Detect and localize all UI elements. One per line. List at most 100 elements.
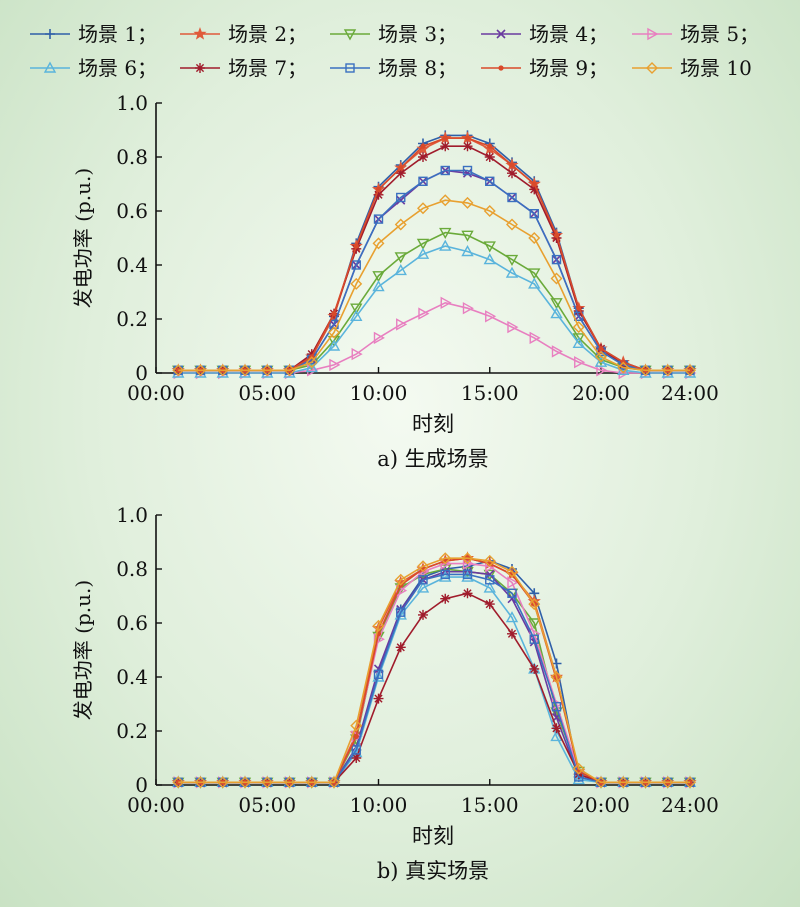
chart-a-series-6-point — [372, 280, 385, 292]
chart-a-ytick-label: 1.0 — [116, 91, 148, 115]
legend: 场景 1； 场景 2； 场景 3； 场景 4； 场景 5； 场景 6； 场景 7； 场景 8；… — [30, 22, 759, 80]
chart-b-series-10-point — [572, 762, 585, 775]
legend-label: 场景 7； — [228, 56, 307, 80]
chart-b-series-10-point — [661, 776, 674, 789]
chart-b-series-10-line — [178, 557, 690, 784]
chart-a-series-10-point — [528, 232, 541, 244]
legend-entry-6: 场景 6； — [30, 56, 157, 80]
chart-a-series-5-point — [351, 347, 363, 361]
chart-a-xtick-label: 24:00 — [661, 381, 719, 405]
chart-a-series-9-point — [331, 311, 337, 317]
legend-swatch-marker — [345, 63, 355, 73]
chart-a-series-10-point — [572, 321, 585, 334]
chart-b-xtick-label: 15:00 — [461, 793, 519, 817]
chart-b-series-10-point — [239, 776, 251, 789]
chart-a-series-6-line — [178, 245, 690, 374]
chart-a-series-8-point — [507, 192, 517, 203]
chart-b-series-5-point — [373, 633, 385, 646]
chart-b-series-10 — [172, 552, 696, 789]
legend-label: 场景 3； — [378, 22, 457, 46]
chart-a-xtick-label: 00:00 — [127, 381, 185, 405]
chart-b-series-5-point — [529, 627, 541, 640]
chart-b-series-4-line — [178, 570, 690, 784]
chart-b-series-3 — [172, 564, 697, 789]
chart-a-series-10-point — [305, 356, 318, 369]
chart-b-series-10-point — [639, 776, 652, 789]
chart-a-xtick-label: 05:00 — [238, 381, 296, 405]
chart-b-series-3-point — [528, 618, 541, 630]
chart-a-series-6-point — [594, 355, 608, 367]
chart-a-series-5-point — [529, 331, 541, 345]
chart-a-series-9-point — [576, 305, 582, 311]
chart-b-series-6-line — [178, 576, 690, 784]
chart-a-series-1 — [173, 130, 695, 376]
chart-a-series-3-point — [461, 230, 474, 242]
chart-b-series-7-point — [551, 723, 562, 734]
legend-entry-10: 场景 10 — [632, 56, 752, 80]
chart-a-series-8-point — [440, 165, 450, 176]
chart-a-series-10-point — [661, 364, 674, 377]
chart-a-series-10-point — [595, 350, 607, 363]
chart-b-series-8-point — [351, 745, 361, 755]
chart-b-series-8-point — [418, 575, 428, 585]
chart-b-series-10-point — [261, 776, 274, 789]
chart-b-series-6-point — [394, 608, 407, 620]
chart-a-series-7-point — [373, 189, 384, 200]
chart-a-ytick-label: 0 — [135, 361, 148, 385]
chart-a-series-3-point — [483, 241, 496, 253]
legend-entry-5: 场景 5； — [632, 22, 759, 46]
chart-a-series-7-point — [573, 305, 584, 316]
legend-entry-9: 场景 9； — [481, 56, 608, 80]
chart-a-series-5-point — [574, 356, 586, 369]
chart-a-series-10-point — [684, 364, 696, 377]
chart-b-series-4-point — [507, 594, 517, 604]
chart-b-series-8-point — [529, 634, 539, 644]
legend-label: 场景 5； — [680, 22, 759, 46]
chart-a-series-6-point — [439, 239, 452, 251]
chart-a-series-3-point — [572, 333, 585, 345]
chart-a-series-9-point — [553, 232, 560, 238]
chart-a-series-6-point — [550, 307, 563, 319]
chart-a-series-8-line — [178, 169, 690, 372]
chart-a-series-4-point — [396, 195, 406, 205]
chart-b-series-10-point — [283, 776, 296, 789]
chart-a-x-axis-label: 时刻 — [412, 412, 454, 436]
chart-a-series-10-point — [194, 364, 207, 377]
chart-a-series-3-point — [416, 238, 430, 250]
chart-a-series-6-point — [483, 253, 496, 265]
chart-b-series-2 — [171, 551, 697, 788]
chart-a-ytick-label: 0.4 — [116, 253, 148, 277]
legend-label: 场景 10 — [680, 56, 752, 80]
chart-b-series-5-point — [462, 557, 474, 570]
chart-a-series-7-point — [462, 141, 473, 152]
chart-a-series-10-point — [461, 196, 474, 209]
chart-b-series-10-point — [350, 719, 363, 732]
chart-b-series-8-point — [507, 588, 517, 598]
legend-label: 场景 1； — [78, 22, 157, 46]
chart-a-series-10-point — [261, 364, 274, 377]
chart-a-series-10-point — [216, 364, 229, 377]
chart-a-series-8-point — [462, 165, 473, 176]
legend-swatch-marker — [193, 27, 207, 40]
chart-b-series-7-point — [418, 609, 428, 620]
chart-a-series-5-point — [440, 296, 452, 309]
chart-b-series-8-point — [551, 702, 562, 712]
chart-b-series-10-point — [305, 776, 318, 789]
chart-b-x-axis-label: 时刻 — [412, 824, 454, 848]
chart-b-xtick-label: 24:00 — [661, 793, 719, 817]
chart-b-series-10-point — [595, 776, 607, 789]
chart-b-ytick-label: 1.0 — [116, 503, 148, 527]
chart-a-series-5-point — [373, 331, 385, 345]
chart-b-series-9-point — [175, 779, 181, 785]
chart-a-ytick-label: 0.8 — [116, 145, 148, 169]
chart-a-series-7-point — [395, 168, 406, 179]
chart-a-series-7-point — [529, 184, 540, 195]
chart-b-series-5-point — [396, 584, 408, 597]
chart-a-series-2 — [171, 131, 697, 376]
legend-swatch-marker — [647, 27, 659, 41]
chart-a-series-8-point — [396, 192, 406, 203]
chart-b-series-10-point — [461, 552, 474, 565]
chart-a-series-10-point — [550, 272, 563, 285]
chart-a-series-6-point — [394, 263, 407, 276]
